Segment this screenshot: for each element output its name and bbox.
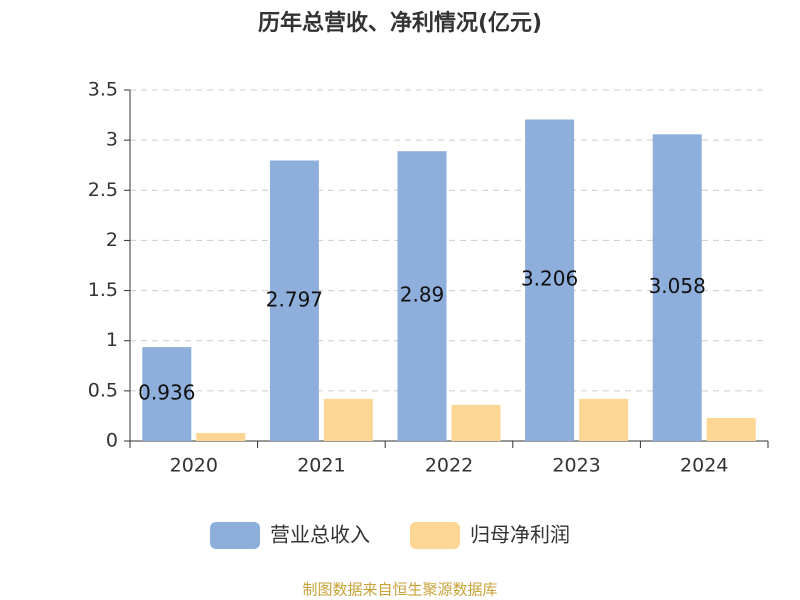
y-tick-label: 1.5: [88, 279, 118, 301]
legend-swatch: [210, 522, 260, 549]
legend-label: 归母净利润: [470, 523, 570, 547]
data-label: 2.797: [266, 287, 323, 311]
data-label: 0.936: [138, 381, 195, 405]
bar: [451, 404, 501, 441]
y-tick-label: 0: [106, 430, 118, 452]
bar: [323, 398, 373, 441]
data-label: 3.206: [521, 267, 578, 291]
x-tick-label: 2024: [680, 455, 728, 477]
y-tick-label: 1: [106, 329, 118, 351]
x-tick-label: 2020: [170, 455, 218, 477]
bar: [269, 160, 319, 441]
y-tick-label: 2.5: [88, 179, 118, 201]
bar: [652, 134, 702, 441]
y-tick-label: 2: [106, 229, 118, 251]
bar: [579, 398, 629, 441]
data-label: 3.058: [649, 274, 706, 298]
x-tick-label: 2021: [297, 455, 345, 477]
bar: [397, 151, 447, 441]
y-tick-label: 3.5: [88, 79, 118, 101]
x-tick-label: 2022: [425, 455, 473, 477]
y-tick-label: 3: [106, 129, 118, 151]
bar: [525, 119, 575, 441]
chart-title: 历年总营收、净利情况(亿元): [258, 10, 542, 36]
bar: [706, 417, 756, 441]
legend-label: 营业总收入: [270, 523, 370, 547]
source-note: 制图数据来自恒生聚源数据库: [302, 581, 497, 599]
data-label: 2.89: [400, 283, 445, 307]
legend-swatch: [410, 522, 460, 549]
y-tick-label: 0.5: [88, 379, 118, 401]
bar: [142, 347, 192, 441]
x-tick-label: 2023: [552, 455, 600, 477]
bar: [196, 432, 246, 441]
